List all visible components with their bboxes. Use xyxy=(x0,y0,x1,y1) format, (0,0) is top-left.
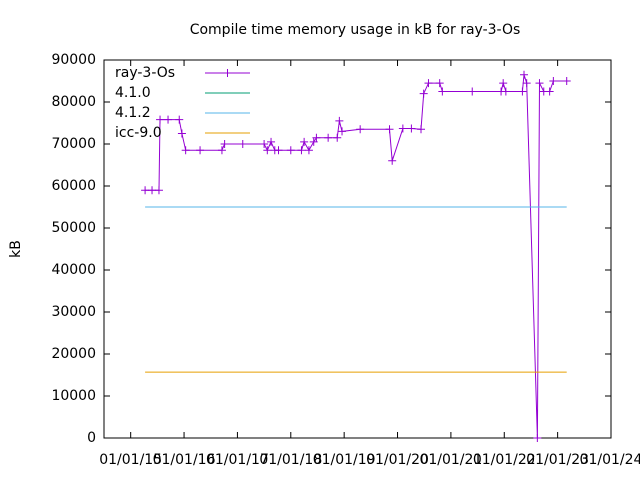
point-marker xyxy=(297,146,306,155)
point-marker xyxy=(148,186,157,195)
x-tick-label: 01/01/23 xyxy=(526,452,589,468)
point-marker xyxy=(141,186,150,195)
point-marker xyxy=(220,140,229,148)
y-tick-label: 50000 xyxy=(51,220,96,236)
point-marker xyxy=(545,87,554,96)
legend-label: 4.1.2 xyxy=(115,105,151,121)
x-tick-label: 01/01/21 xyxy=(419,452,482,468)
x-tick-label: 01/01/17 xyxy=(206,452,269,468)
y-tick-label: 10000 xyxy=(51,388,96,404)
point-marker xyxy=(309,137,318,146)
point-marker xyxy=(274,146,283,155)
point-marker xyxy=(263,146,272,155)
point-marker xyxy=(324,133,333,142)
point-marker xyxy=(438,87,447,96)
point-marker xyxy=(175,115,184,124)
y-tick-label: 80000 xyxy=(51,94,96,110)
point-marker xyxy=(312,133,321,142)
point-marker xyxy=(156,115,165,124)
point-marker xyxy=(562,77,571,85)
x-tick-label: 01/01/15 xyxy=(99,452,162,468)
point-marker xyxy=(217,146,226,155)
legend-label: ray-3-Os xyxy=(115,65,175,81)
point-marker xyxy=(385,125,394,134)
legend-label: icc-9.0 xyxy=(115,125,162,141)
point-marker xyxy=(335,116,344,125)
point-marker xyxy=(304,146,313,155)
x-tick-label: 01/01/20 xyxy=(366,452,429,468)
point-marker xyxy=(338,127,347,136)
point-marker xyxy=(518,87,527,96)
x-tick-label: 01/01/24 xyxy=(580,452,640,468)
y-tick-label: 40000 xyxy=(51,262,96,278)
x-tick-label: 01/01/16 xyxy=(153,452,216,468)
point-marker xyxy=(300,137,309,146)
x-tick-label: 01/01/22 xyxy=(473,452,536,468)
point-marker xyxy=(267,137,276,146)
point-marker xyxy=(520,70,529,79)
legend-marker xyxy=(223,69,232,77)
y-tick-label: 30000 xyxy=(51,304,96,320)
point-marker xyxy=(181,146,190,155)
point-marker xyxy=(419,89,428,98)
point-marker xyxy=(533,434,542,442)
y-tick-label: 70000 xyxy=(51,136,96,152)
point-marker xyxy=(535,79,544,88)
y-tick-label: 20000 xyxy=(51,346,96,362)
point-marker xyxy=(549,77,558,85)
point-marker xyxy=(398,124,407,133)
chart-title: Compile time memory usage in kB for ray-… xyxy=(190,22,521,38)
x-tick-label: 01/01/19 xyxy=(313,452,376,468)
point-marker xyxy=(501,87,510,96)
point-marker xyxy=(522,79,531,88)
point-marker xyxy=(286,146,295,155)
point-marker xyxy=(238,140,247,148)
point-marker xyxy=(388,156,397,165)
point-marker xyxy=(356,125,365,134)
point-marker xyxy=(407,124,416,133)
point-marker xyxy=(177,129,186,138)
point-marker xyxy=(468,87,477,96)
y-tick-label: 90000 xyxy=(51,52,96,68)
point-marker xyxy=(164,115,173,124)
y-tick-label: 60000 xyxy=(51,178,96,194)
y-axis-label: kB xyxy=(8,240,24,258)
point-marker xyxy=(435,79,444,88)
point-marker xyxy=(196,146,205,155)
point-marker xyxy=(499,79,508,88)
point-marker xyxy=(417,125,426,134)
legend-label: 4.1.0 xyxy=(115,85,151,101)
plot-border xyxy=(103,59,612,439)
x-tick-label: 01/01/18 xyxy=(259,452,322,468)
point-marker xyxy=(333,133,342,142)
y-tick-label: 0 xyxy=(87,430,96,446)
point-marker xyxy=(260,140,269,148)
point-marker xyxy=(154,186,163,195)
point-marker xyxy=(424,79,433,88)
